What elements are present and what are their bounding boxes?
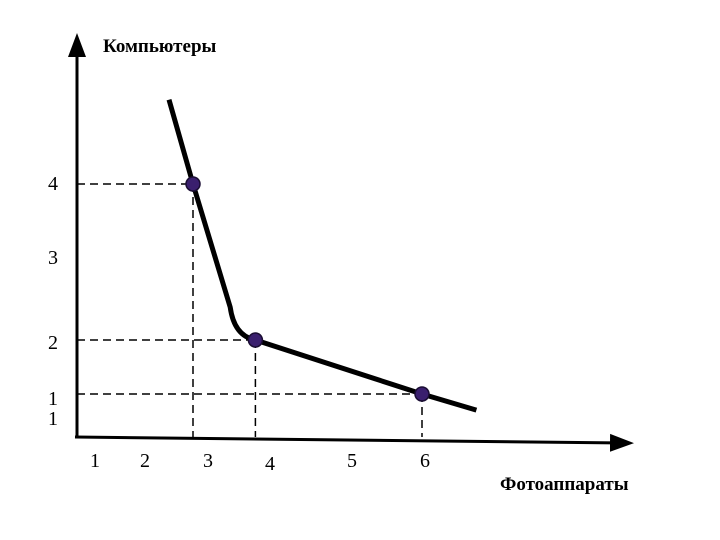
x-tick-label: 3 bbox=[203, 450, 213, 472]
data-point-marker bbox=[185, 176, 201, 192]
y-axis-title: Компьютеры bbox=[103, 36, 217, 57]
data-point-marker bbox=[414, 386, 430, 402]
y-tick-label: 1 bbox=[48, 408, 58, 430]
point-markers bbox=[185, 176, 430, 402]
x-tick-label: 4 bbox=[265, 453, 275, 475]
y-tick-label: 4 bbox=[48, 173, 58, 195]
x-tick-label: 5 bbox=[347, 450, 357, 472]
y-tick-labels: 11 2 3 4 bbox=[48, 173, 58, 430]
data-point-marker bbox=[247, 332, 264, 348]
x-axis bbox=[74, 433, 634, 452]
y-tick-label: 3 bbox=[48, 247, 58, 269]
x-tick-label: 1 bbox=[90, 450, 100, 472]
x-tick-labels: 1 2 3 4 5 6 bbox=[90, 450, 430, 475]
x-axis-title: Фотоаппараты bbox=[500, 474, 629, 495]
y-tick-label: 2 bbox=[48, 332, 58, 354]
ppf-curve-group bbox=[166, 98, 478, 413]
guide-lines bbox=[77, 183, 423, 437]
ppf-curve-line bbox=[166, 98, 478, 413]
y-tick-label: 1 bbox=[48, 388, 58, 410]
x-tick-label: 6 bbox=[420, 450, 430, 472]
x-tick-label: 2 bbox=[140, 450, 150, 472]
